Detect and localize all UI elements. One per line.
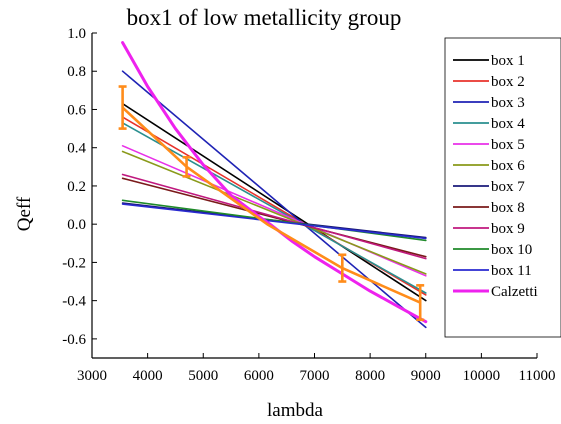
y-axis-label: Qeff [14, 196, 35, 231]
x-tick-label: 10000 [463, 368, 501, 384]
chart-title: box1 of low metallicity group [127, 5, 402, 30]
y-tick-label: -0.6 [62, 332, 86, 348]
legend-label: box 6 [491, 158, 525, 174]
y-tick-label: -0.2 [62, 255, 86, 271]
x-tick-label: 4000 [133, 368, 163, 384]
x-tick-label: 9000 [411, 368, 441, 384]
series-line [121, 173, 427, 260]
series-line [121, 70, 427, 329]
series-line [121, 199, 427, 242]
legend-label: box 4 [491, 116, 525, 132]
x-tick-label: 3000 [77, 368, 107, 384]
legend-label: box 5 [491, 137, 525, 153]
series-line [121, 122, 427, 294]
legend-label: box 9 [491, 221, 525, 237]
legend-label: box 7 [491, 179, 525, 195]
y-tick-label: 0.4 [67, 141, 86, 157]
y-tick-label: -0.4 [62, 294, 86, 310]
y-tick-label: 0.2 [67, 179, 86, 195]
y-tick-label: 1.0 [67, 26, 86, 42]
legend-box [444, 37, 561, 338]
x-tick-label: 11000 [519, 368, 556, 384]
x-tick-label: 5000 [188, 368, 218, 384]
legend-label: box 1 [491, 53, 525, 69]
series-line [121, 177, 427, 258]
legend-label: box 10 [491, 242, 532, 258]
x-tick-label: 8000 [355, 368, 385, 384]
series-line [121, 102, 427, 302]
y-tick-label: 0.8 [67, 64, 86, 80]
highlight-line [121, 106, 421, 304]
x-tick-label: 6000 [244, 368, 274, 384]
plot-area: 3000 4000 5000 6000 7000 8000 9000 10000 11000 1.… [62, 26, 555, 384]
x-tick-label: 7000 [300, 368, 330, 384]
legend-label: box 8 [491, 200, 525, 216]
series-line [121, 41, 428, 324]
x-axis-label: lambda [267, 400, 323, 421]
legend-label: box 2 [491, 74, 525, 90]
series-line [121, 203, 427, 240]
legend: box 1 box 2 box 3 box 4 box 5 box 6 box 7 box 8… [444, 37, 561, 338]
legend-label: box 3 [491, 95, 525, 111]
series-line [121, 150, 427, 275]
legend-label: box 11 [491, 263, 532, 279]
y-tick-label: 0.0 [67, 217, 86, 233]
y-tick-label: 0.6 [67, 102, 86, 118]
legend-label: Calzetti [491, 284, 538, 300]
